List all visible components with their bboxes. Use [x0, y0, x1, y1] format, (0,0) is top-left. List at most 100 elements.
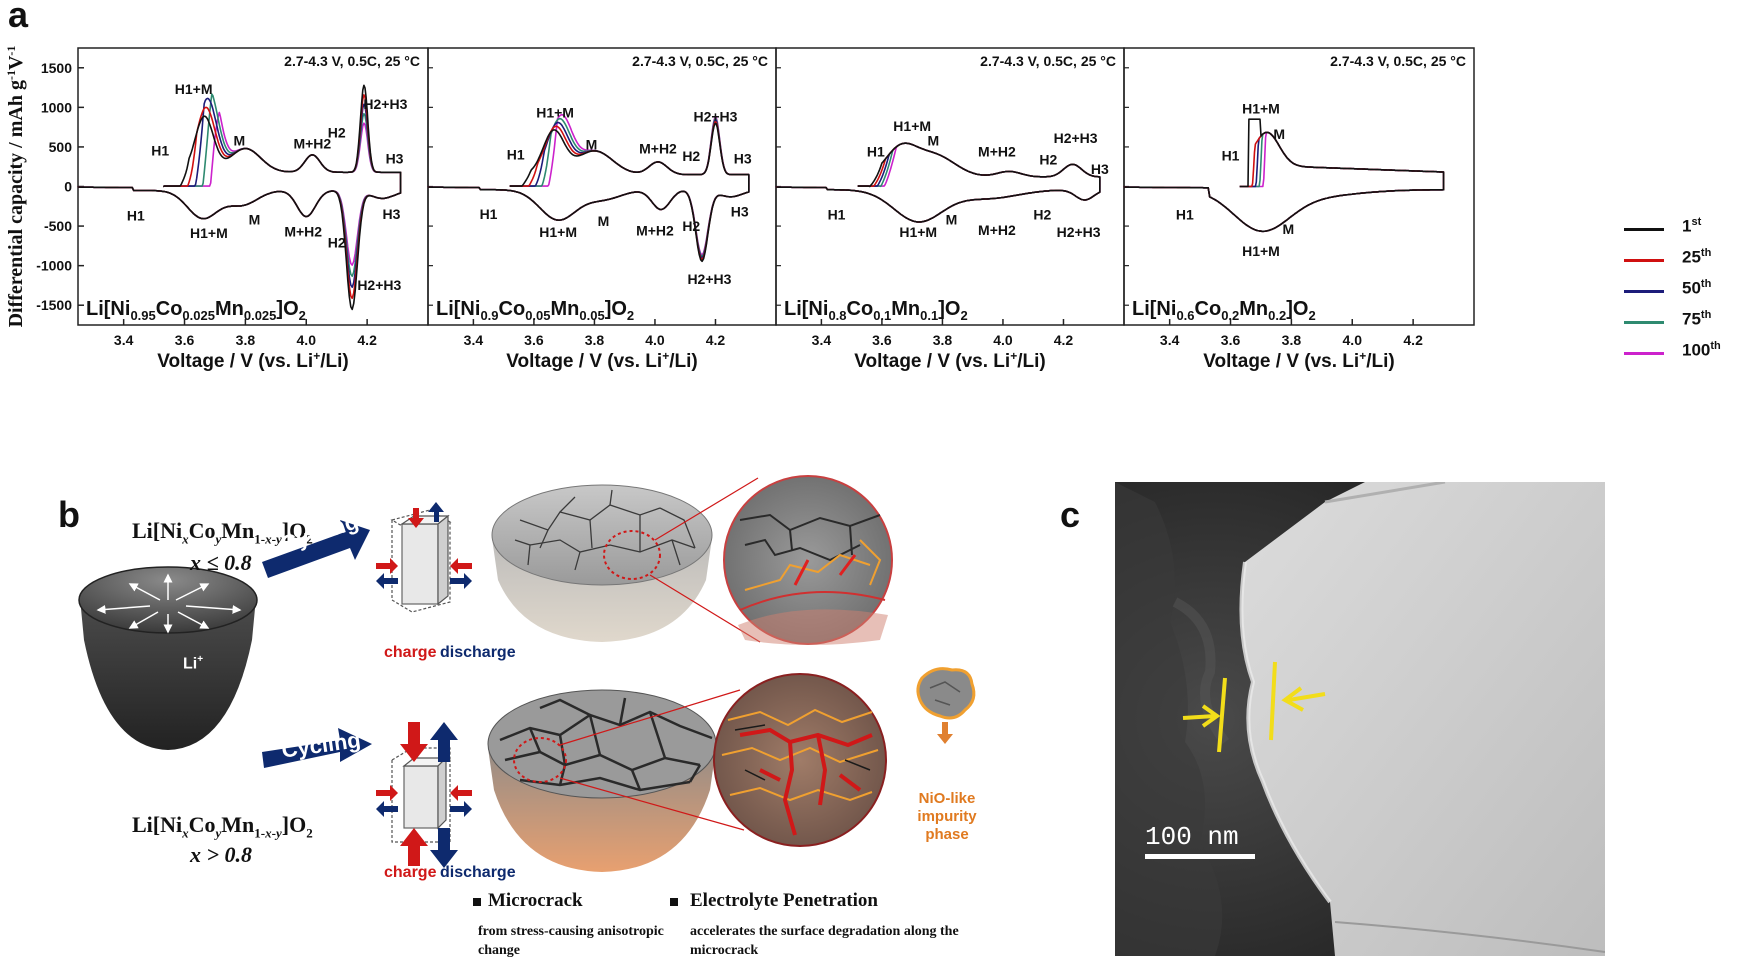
compound-label: Li[Ni0.9Co0.05Mn0.05]O2: [436, 298, 634, 323]
crystal-prism-top: [390, 509, 452, 613]
legend-line-75th: [1624, 321, 1664, 324]
x-tick-label: 4.2: [1054, 332, 1074, 348]
chart-panel-2: 3.4 3.6 3.8 4.0 4.2 Voltage / V (vs. Li+/Li) 2…: [427, 47, 777, 372]
peak-label: H1+M: [536, 105, 574, 121]
formula-bottom: Li[NixCoyMn1-x-y]O2: [132, 812, 313, 841]
peak-label: H3: [386, 151, 404, 167]
cycling-arrow-bottom: [262, 728, 372, 768]
x-tick-label: 4.2: [1403, 332, 1423, 348]
li-ion-label: Li+: [183, 654, 204, 673]
peak-label: M: [233, 132, 245, 148]
peak-label: H1+M: [893, 118, 931, 134]
x-tick-label: 4.0: [297, 332, 317, 348]
peak-label: H2: [328, 234, 346, 250]
x-tick-label: 3.6: [872, 332, 892, 348]
legend-line-25th: [1624, 259, 1664, 262]
panel-label-a: a: [8, 0, 29, 35]
peak-label: H1+M: [1242, 243, 1280, 259]
hemisphere-top: [491, 484, 713, 642]
scale-bar: [1145, 854, 1255, 859]
series-line-25th: [77, 94, 402, 300]
peak-label: H1+M: [899, 224, 937, 240]
charge-label-top: charge: [384, 644, 437, 661]
series-line-50th: [1123, 131, 1445, 233]
x-axis-label: Voltage / V (vs. Li+/Li): [1203, 349, 1394, 372]
y-tick-label: 1000: [41, 99, 72, 115]
panel-label-b: b: [58, 494, 80, 535]
x-axis-label: Voltage / V (vs. Li+/Li): [157, 349, 348, 372]
x-tick-label: 4.0: [645, 332, 665, 348]
series-line-1st: [77, 84, 402, 311]
plot-frame: [775, 47, 1125, 326]
series-line-50th: [77, 97, 402, 288]
peak-label: H2: [682, 148, 700, 164]
bullet2-title: Electrolyte Penetration: [690, 890, 878, 911]
peak-label: M: [1283, 221, 1295, 237]
zoom-circle-top: [649, 475, 893, 645]
peak-label: H2: [682, 218, 700, 234]
crystal-prism-bottom: [391, 747, 451, 843]
legend-item-50th: 50th: [1622, 276, 1750, 306]
nio-label: NiO-like impurity phase: [917, 790, 977, 843]
peak-label: H2: [328, 124, 346, 140]
peak-label: H1: [1222, 147, 1240, 163]
peak-label: H3: [383, 206, 401, 222]
series-line-1st: [427, 122, 750, 263]
peak-label: H3: [731, 204, 749, 220]
condition-top: x ≤ 0.8: [190, 550, 252, 575]
peak-label: M+H2: [639, 140, 677, 156]
condition-label: 2.7-4.3 V, 0.5C, 25 °C: [980, 53, 1116, 69]
condition-bottom: x > 0.8: [190, 842, 253, 867]
peak-label: M: [586, 136, 598, 152]
peak-label: H1: [507, 147, 525, 163]
particle-bowl: [78, 566, 258, 750]
peak-label: H2: [1039, 151, 1057, 167]
y-tick-label: 0: [64, 179, 72, 195]
series-line-1st: [775, 142, 1101, 223]
legend-item-75th: 75th: [1622, 307, 1750, 337]
x-tick-label: 4.2: [706, 332, 726, 348]
legend-item-1st: 1st: [1622, 214, 1750, 244]
chart-panel-4: 3.4 3.6 3.8 4.0 4.2 Voltage / V (vs. Li+/Li) 2…: [1123, 47, 1475, 372]
nio-impurity-particle: [916, 667, 976, 744]
thickness-marker: [1182, 661, 1326, 753]
bullet1-desc: from stress-causing anisotropic change: [478, 924, 664, 958]
peak-label: H2: [1033, 207, 1051, 223]
chart-panel-1: 3.4 3.6 3.8 4.0 4.2 Voltage / V (vs. Li+/Li) 1…: [4, 46, 429, 372]
x-tick-label: 3.4: [812, 332, 832, 348]
compound-label: Li[Ni0.6Co0.2Mn0.2]O2: [1132, 298, 1316, 323]
x-tick-label: 4.0: [993, 332, 1013, 348]
peak-label: M: [928, 132, 940, 148]
series-line-75th: [77, 93, 402, 277]
plot-frame: [1123, 47, 1475, 326]
peak-label: H1: [480, 206, 498, 222]
legend-item-25th: 25th: [1622, 245, 1750, 275]
discharge-label-bottom: discharge: [440, 864, 516, 881]
compound-label: Li[Ni0.95Co0.025Mn0.025]O2: [86, 298, 306, 323]
charge-label-bottom: charge: [384, 864, 437, 881]
peak-label: H2+H3: [363, 96, 407, 112]
peak-label: H3: [734, 151, 752, 167]
zoom-circle-bottom: [559, 673, 887, 847]
y-tick-label: -500: [44, 218, 72, 234]
x-tick-label: 3.4: [114, 332, 134, 348]
peak-label: M: [598, 213, 610, 229]
condition-label: 2.7-4.3 V, 0.5C, 25 °C: [632, 53, 768, 69]
series-line-75th: [1123, 131, 1445, 233]
x-tick-label: 3.8: [933, 332, 953, 348]
bullet2-desc: accelerates the surface degradation alon…: [690, 924, 959, 958]
legend-item-100th: 100th: [1622, 338, 1750, 368]
x-tick-label: 3.8: [1282, 332, 1302, 348]
legend-line-100th: [1624, 352, 1664, 355]
peak-label: H2+H3: [1057, 224, 1101, 240]
peak-label: H1: [867, 143, 885, 159]
peak-label: H2+H3: [687, 271, 731, 287]
x-tick-label: 3.4: [1160, 332, 1180, 348]
compound-label: Li[Ni0.8Co0.1Mn0.1]O2: [784, 298, 968, 323]
series-line-1st: [1123, 118, 1445, 233]
peak-label: H1: [151, 143, 169, 159]
condition-label: 2.7-4.3 V, 0.5C, 25 °C: [284, 53, 420, 69]
peak-label: H1+M: [539, 224, 577, 240]
x-tick-label: 3.8: [585, 332, 605, 348]
x-tick-label: 3.6: [1221, 332, 1241, 348]
